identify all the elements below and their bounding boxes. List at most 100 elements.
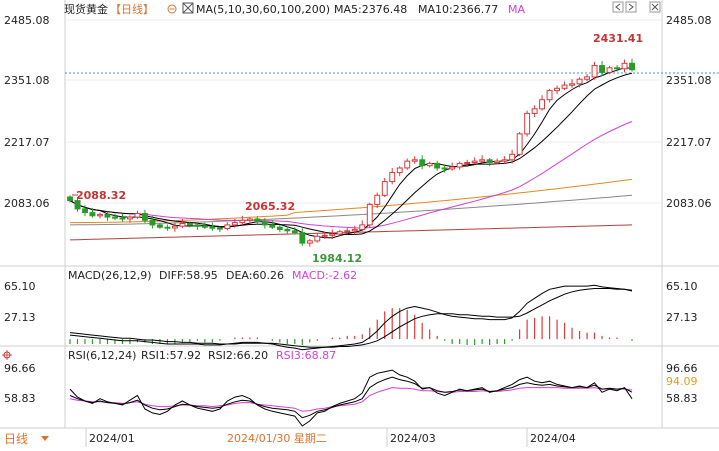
moving-average-lines bbox=[69, 67, 633, 241]
candle-body bbox=[456, 162, 463, 168]
candle-body bbox=[321, 234, 328, 237]
rsi-tick-left: 96.66 bbox=[4, 362, 36, 375]
candle-body bbox=[426, 162, 433, 167]
candle-body bbox=[351, 228, 358, 232]
candle-body bbox=[516, 133, 523, 155]
high-annotation: 2065.32 bbox=[245, 200, 295, 213]
ma-params: MA(5,10,30,60,100,200) bbox=[196, 3, 330, 16]
candle-body bbox=[554, 87, 560, 92]
candle-body bbox=[179, 223, 186, 227]
candle-body bbox=[486, 159, 493, 164]
candle-body bbox=[216, 227, 223, 230]
date-label: 2024/03 bbox=[390, 432, 436, 445]
candle-body bbox=[509, 153, 516, 161]
candle-body bbox=[112, 216, 118, 219]
ma10-line bbox=[69, 72, 633, 235]
crosshair-icon[interactable] bbox=[2, 350, 12, 360]
candle-body bbox=[201, 225, 208, 228]
next-icon[interactable] bbox=[625, 1, 637, 13]
prev-icon[interactable] bbox=[612, 1, 624, 13]
high-annotation: 2088.32 bbox=[76, 189, 126, 202]
price-grid bbox=[65, 19, 662, 204]
candle-body bbox=[614, 67, 620, 70]
ma200-line bbox=[69, 224, 633, 241]
candle-body bbox=[479, 159, 486, 162]
macd-histogram bbox=[69, 308, 633, 345]
candle-body bbox=[239, 219, 246, 224]
candle-body bbox=[366, 203, 373, 226]
candle-body bbox=[449, 166, 456, 170]
rsi-tick-right-current: 94.09 bbox=[666, 375, 698, 388]
candle-body bbox=[419, 159, 426, 167]
rsi2-value: RSI2:66.20 bbox=[208, 349, 268, 362]
candle-body bbox=[404, 160, 411, 169]
candle-body bbox=[329, 233, 336, 236]
cursor-date: 2024/01/30 星期二 bbox=[227, 432, 327, 445]
candle-body bbox=[471, 160, 478, 164]
candle-body bbox=[584, 76, 590, 80]
low-annotation: 1984.12 bbox=[312, 252, 362, 265]
price-tick-left: 2083.06 bbox=[4, 197, 50, 210]
macd-tick-left: 65.10 bbox=[4, 280, 36, 293]
macd-dea: DEA:60.26 bbox=[226, 269, 284, 282]
candle-body bbox=[74, 200, 81, 210]
candle-body bbox=[441, 167, 448, 170]
candle-body bbox=[494, 160, 501, 164]
rsi-tick-right: 58.83 bbox=[666, 392, 698, 405]
candle-body bbox=[104, 213, 111, 218]
rsi1-value: RSI1:57.92 bbox=[141, 349, 201, 362]
candle-body bbox=[67, 196, 73, 202]
candle-body bbox=[194, 224, 201, 227]
candle-body bbox=[561, 84, 568, 89]
candle-body bbox=[97, 213, 103, 217]
candle-body bbox=[209, 226, 216, 229]
candle-body bbox=[291, 230, 298, 234]
candle-body bbox=[411, 159, 418, 162]
candle-body bbox=[246, 218, 253, 221]
candle-body bbox=[546, 90, 553, 101]
close-icon[interactable] bbox=[649, 1, 661, 13]
candle-body bbox=[254, 218, 261, 223]
candle-body bbox=[576, 78, 583, 85]
dropdown-icon[interactable] bbox=[41, 436, 49, 441]
candle-body bbox=[606, 67, 613, 73]
price-tick-right: 2351.08 bbox=[666, 74, 712, 87]
price-tick-left: 2351.08 bbox=[4, 74, 50, 87]
settings-icon[interactable] bbox=[167, 4, 177, 14]
instrument-title: 现货黄金 bbox=[64, 2, 108, 16]
candle-body bbox=[524, 112, 531, 135]
rsi-tick-left: 58.83 bbox=[4, 392, 36, 405]
macd-label: MACD(26,12,9) bbox=[68, 269, 152, 282]
candle-body bbox=[89, 212, 96, 217]
ma100-line bbox=[69, 194, 633, 226]
candle-body bbox=[261, 221, 268, 226]
candle-body bbox=[569, 83, 575, 86]
ma30-line bbox=[69, 121, 633, 229]
candle-body bbox=[344, 230, 351, 233]
ma-toggle-icon[interactable] bbox=[182, 2, 194, 14]
price-tick-left: 2217.07 bbox=[4, 136, 50, 149]
ma60-line bbox=[70, 178, 633, 224]
ma10-value: MA10:2366.77 bbox=[418, 3, 498, 16]
candle-body bbox=[396, 167, 403, 174]
macd-value: MACD:-2.62 bbox=[292, 269, 357, 282]
candle-body bbox=[501, 159, 508, 162]
period-label[interactable]: 【日线】 bbox=[110, 2, 154, 16]
macd-tick-right: 27.13 bbox=[666, 311, 698, 324]
rsi-tick-right: 96.66 bbox=[666, 362, 698, 375]
price-tick-left: 2485.08 bbox=[4, 14, 50, 27]
macd-tick-right: 65.10 bbox=[666, 280, 698, 293]
rsi1-line bbox=[69, 369, 633, 427]
price-tick-right: 2485.08 bbox=[666, 14, 712, 27]
candle-body bbox=[224, 224, 231, 229]
candle-body bbox=[269, 224, 276, 228]
period-button[interactable]: 日线 bbox=[4, 432, 28, 446]
candle-body bbox=[359, 224, 366, 230]
macd-diff-line bbox=[69, 284, 633, 351]
candle-body bbox=[629, 62, 635, 71]
candle-body bbox=[187, 223, 193, 226]
candle-body bbox=[464, 162, 471, 164]
candle-body bbox=[127, 216, 133, 220]
